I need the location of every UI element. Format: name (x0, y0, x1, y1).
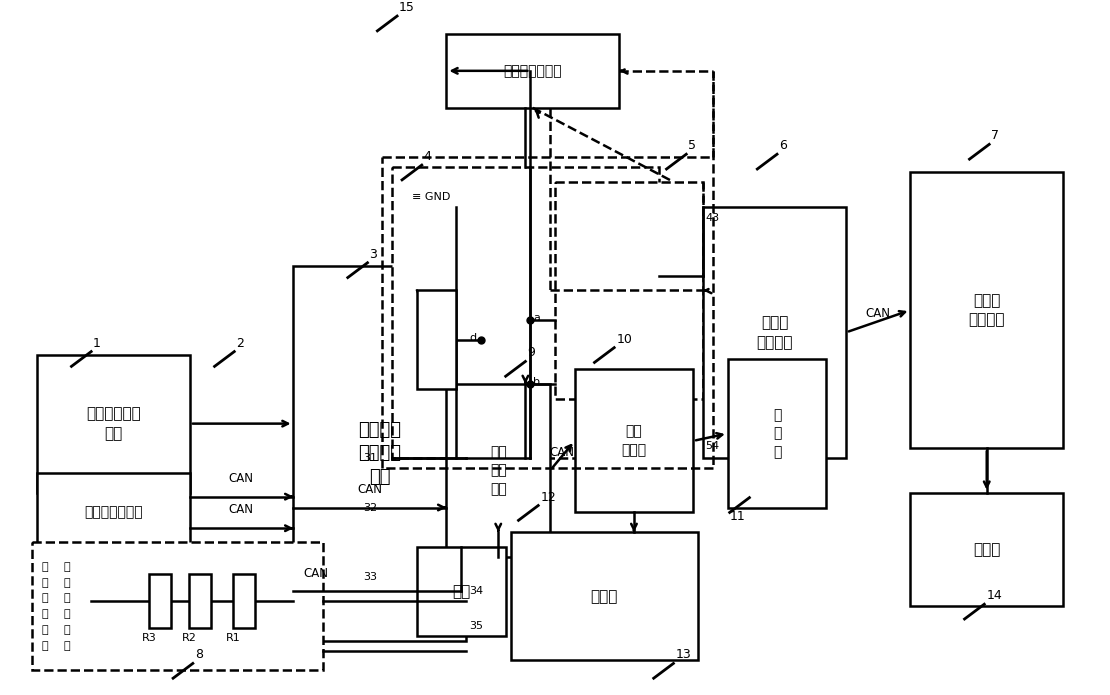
Text: 7: 7 (991, 129, 999, 142)
Text: CAN: CAN (549, 445, 574, 459)
Text: 5: 5 (688, 139, 696, 152)
Text: 2: 2 (236, 336, 244, 350)
Text: 54: 54 (705, 441, 719, 451)
FancyBboxPatch shape (555, 182, 703, 399)
Text: 8: 8 (195, 648, 203, 662)
Text: 开: 开 (63, 625, 70, 635)
Text: 43: 43 (705, 213, 719, 223)
Text: 统: 统 (41, 641, 48, 651)
Text: 制: 制 (63, 562, 70, 572)
Text: CAN: CAN (357, 482, 382, 496)
Text: 动: 动 (41, 609, 48, 619)
Text: 35: 35 (470, 621, 483, 631)
Text: 仪表: 仪表 (452, 584, 471, 599)
Bar (417, 291, 456, 389)
Text: 14: 14 (987, 589, 1002, 603)
Text: 34: 34 (470, 587, 483, 596)
FancyBboxPatch shape (910, 172, 1063, 448)
FancyBboxPatch shape (417, 547, 506, 636)
Text: 12: 12 (541, 491, 556, 504)
Text: 选: 选 (63, 594, 70, 603)
Text: 变速箱
控制单元: 变速箱 控制单元 (969, 293, 1005, 327)
FancyBboxPatch shape (703, 206, 846, 458)
Text: 系: 系 (41, 625, 48, 635)
Bar (189, 574, 211, 628)
FancyBboxPatch shape (293, 265, 466, 641)
Text: 13: 13 (675, 648, 692, 662)
Text: 1: 1 (93, 336, 101, 350)
Text: 制
动
灯: 制 动 灯 (773, 408, 781, 459)
Text: 变速箱: 变速箱 (973, 542, 1000, 557)
Text: 制动器: 制动器 (591, 589, 618, 604)
Text: 4: 4 (424, 150, 432, 163)
Text: 自动驾驶控制器: 自动驾驶控制器 (84, 505, 143, 519)
Bar (233, 574, 255, 628)
Text: a: a (533, 313, 541, 323)
Text: 发动机
控制单元: 发动机 控制单元 (756, 315, 793, 350)
Text: 10: 10 (616, 333, 632, 345)
Text: CAN: CAN (303, 566, 329, 580)
Text: 制动
控制
单元: 制动 控制 单元 (490, 445, 506, 496)
Text: 人机共驾模式
开关: 人机共驾模式 开关 (85, 406, 141, 441)
Text: 动: 动 (63, 578, 70, 587)
Text: CAN: CAN (229, 472, 254, 485)
FancyBboxPatch shape (446, 34, 619, 108)
Text: 号: 号 (41, 578, 48, 587)
Text: 9: 9 (527, 347, 535, 359)
FancyBboxPatch shape (37, 354, 190, 493)
Text: 15: 15 (400, 1, 415, 14)
Text: ≡ GND: ≡ GND (412, 192, 451, 202)
Bar (150, 574, 171, 628)
FancyBboxPatch shape (392, 167, 658, 458)
FancyBboxPatch shape (446, 384, 551, 557)
Text: 型: 型 (41, 562, 48, 572)
Text: 33: 33 (363, 571, 377, 582)
FancyBboxPatch shape (910, 493, 1063, 606)
FancyBboxPatch shape (511, 532, 698, 660)
FancyBboxPatch shape (37, 473, 190, 552)
Text: 择: 择 (63, 609, 70, 619)
Text: R1: R1 (226, 633, 241, 644)
Text: 6: 6 (779, 139, 787, 152)
Text: d: d (468, 333, 476, 343)
Text: R2: R2 (181, 633, 196, 644)
Text: 32: 32 (363, 502, 377, 512)
Text: 关: 关 (63, 641, 70, 651)
Text: R3: R3 (142, 633, 157, 644)
Text: 3: 3 (370, 248, 377, 261)
Text: 11: 11 (729, 510, 746, 523)
Text: b: b (533, 377, 541, 387)
FancyBboxPatch shape (575, 369, 693, 512)
Text: 制动信号传输器: 制动信号传输器 (504, 64, 562, 78)
Text: CAN: CAN (229, 503, 254, 516)
FancyBboxPatch shape (32, 542, 323, 671)
Text: 车身
控制器: 车身 控制器 (622, 425, 646, 457)
FancyBboxPatch shape (728, 359, 826, 507)
Text: CAN: CAN (865, 307, 890, 320)
Text: 线控制动
中央控制
单元: 线控制动 中央控制 单元 (359, 420, 402, 486)
Text: 31: 31 (363, 453, 377, 463)
Text: 制: 制 (41, 594, 48, 603)
